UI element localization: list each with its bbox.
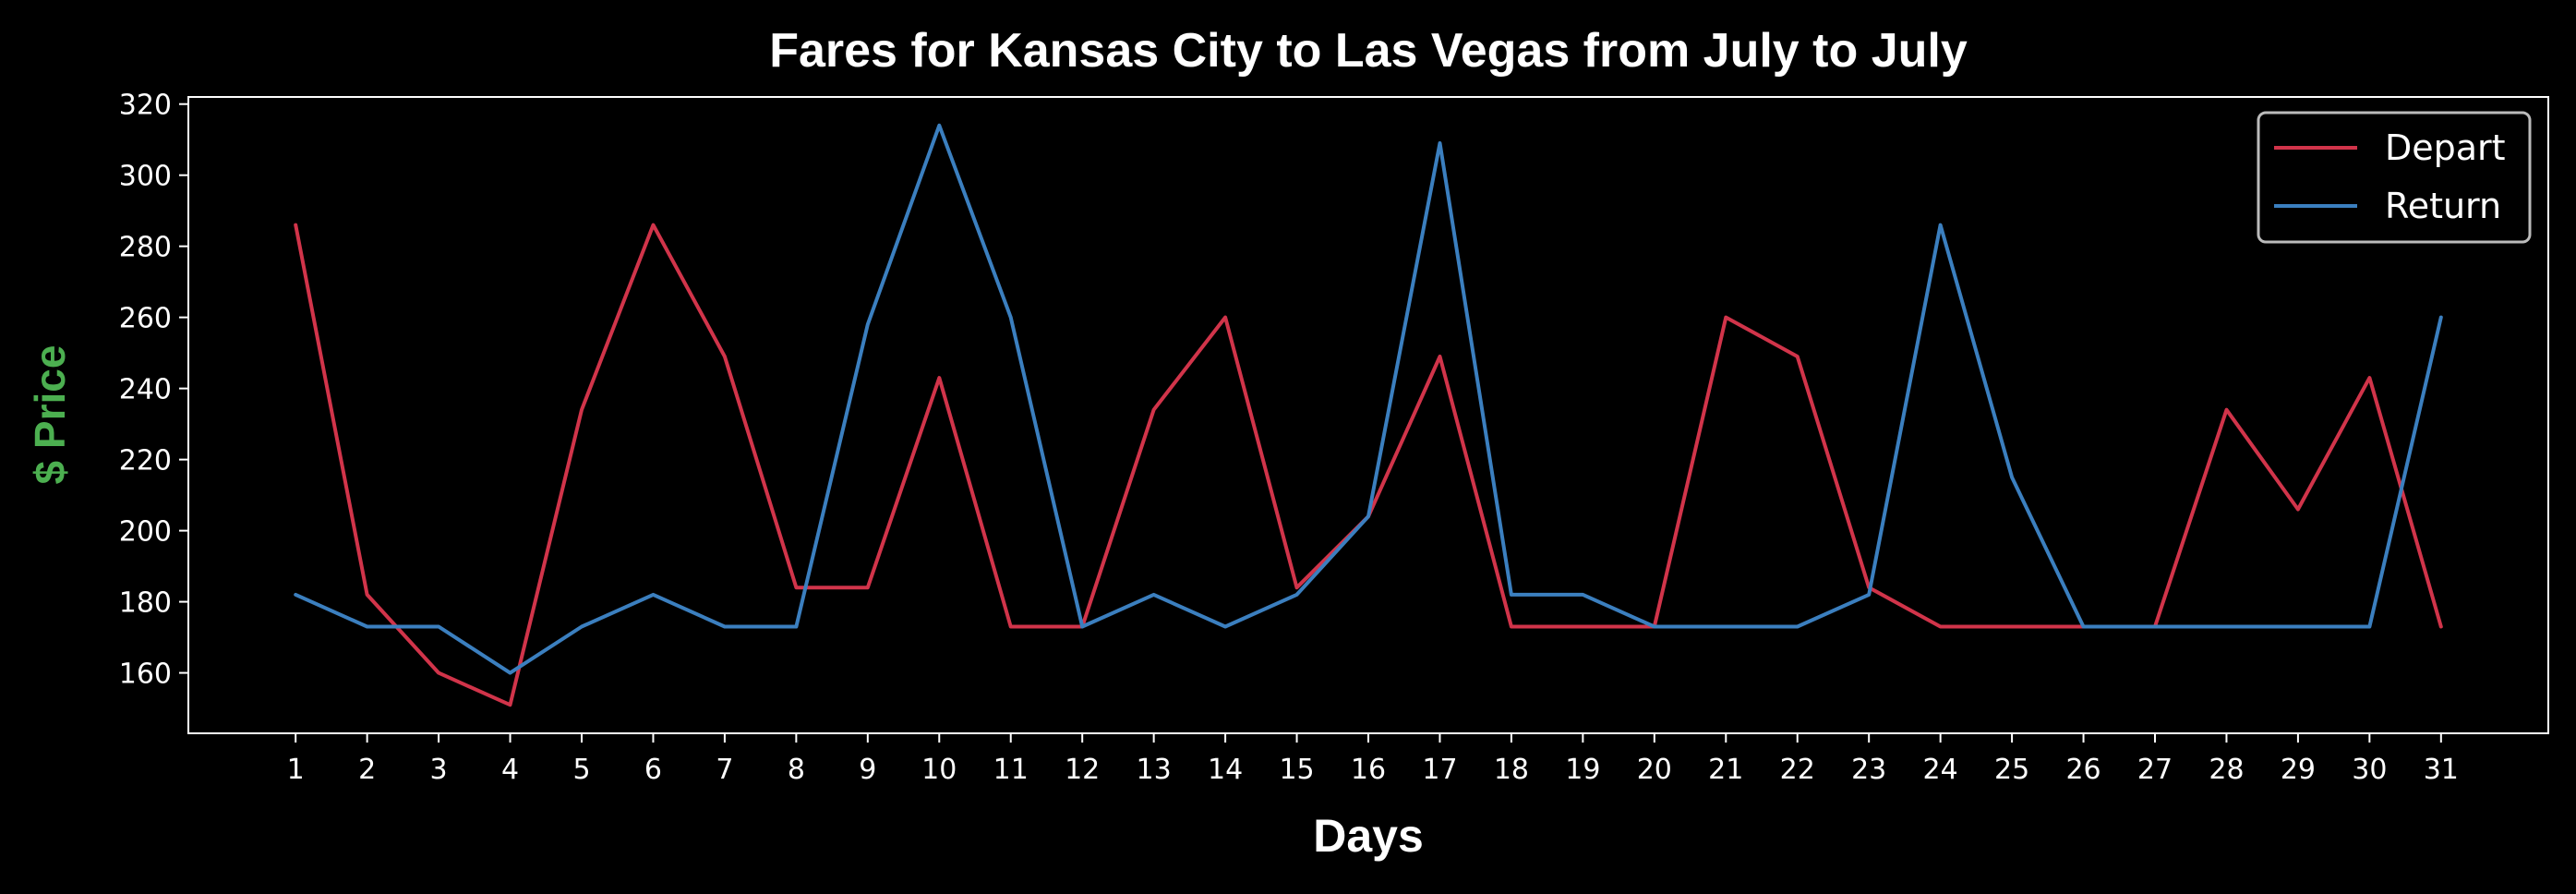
x-axis-label: Days	[1313, 810, 1424, 862]
series-line-depart	[294, 223, 2443, 707]
legend-label-return: Return	[2385, 186, 2501, 226]
x-tick-label: 26	[2065, 754, 2101, 786]
y-axis: 160 180 200 220 240 260 280 300 320	[119, 90, 188, 691]
y-tick-label: 280	[119, 232, 172, 264]
x-tick-label: 29	[2281, 754, 2316, 786]
x-tick-label: 22	[1780, 754, 1815, 786]
y-tick-label: 220	[119, 445, 172, 477]
y-axis-label: $ Price	[26, 345, 74, 485]
x-tick-label: 23	[1851, 754, 1886, 786]
x-tick-label: 11	[993, 754, 1029, 786]
x-tick-label: 3	[430, 754, 448, 786]
chart-title: Fares for Kansas City to Las Vegas from …	[769, 24, 1968, 78]
x-tick-label: 5	[572, 754, 590, 786]
x-tick-label: 2	[358, 754, 376, 786]
legend-label-depart: Depart	[2385, 127, 2506, 168]
x-tick-label: 12	[1065, 754, 1100, 786]
x-tick-label: 15	[1279, 754, 1314, 786]
y-tick-label: 260	[119, 303, 172, 335]
y-tick-label: 200	[119, 516, 172, 549]
x-tick-label: 19	[1565, 754, 1600, 786]
x-tick-label: 28	[2209, 754, 2244, 786]
x-tick-label: 4	[501, 754, 519, 786]
legend: Depart Return	[2257, 111, 2532, 244]
x-axis: 1 2 3 4 5 6 7 8 9 10 11 12 13 14 15 16 17 18 19 20 21 22 23 24 2…	[287, 733, 2459, 786]
x-tick-label: 9	[859, 754, 876, 786]
x-tick-label: 24	[1923, 754, 1958, 786]
x-tick-label: 1	[287, 754, 305, 786]
x-tick-label: 16	[1351, 754, 1386, 786]
legend-box	[2257, 111, 2532, 244]
x-tick-label: 13	[1137, 754, 1172, 786]
x-tick-label: 10	[921, 754, 957, 786]
x-tick-label: 21	[1708, 754, 1743, 786]
x-tick-label: 8	[788, 754, 805, 786]
series-group	[294, 123, 2443, 707]
x-tick-label: 14	[1208, 754, 1243, 786]
y-tick-label: 160	[119, 658, 172, 691]
x-tick-label: 31	[2424, 754, 2459, 786]
x-tick-label: 25	[1994, 754, 2029, 786]
x-tick-label: 27	[2137, 754, 2173, 786]
series-line-return	[294, 123, 2443, 675]
x-tick-label: 6	[644, 754, 662, 786]
x-tick-label: 20	[1637, 754, 1672, 786]
plot-area-frame	[187, 96, 2549, 734]
y-tick-label: 180	[119, 587, 172, 620]
x-tick-label: 17	[1422, 754, 1457, 786]
y-tick-label: 240	[119, 374, 172, 406]
x-tick-label: 18	[1494, 754, 1529, 786]
x-tick-label: 7	[716, 754, 733, 786]
y-tick-label: 300	[119, 161, 172, 193]
y-tick-label: 320	[119, 90, 172, 122]
x-tick-label: 30	[2352, 754, 2387, 786]
